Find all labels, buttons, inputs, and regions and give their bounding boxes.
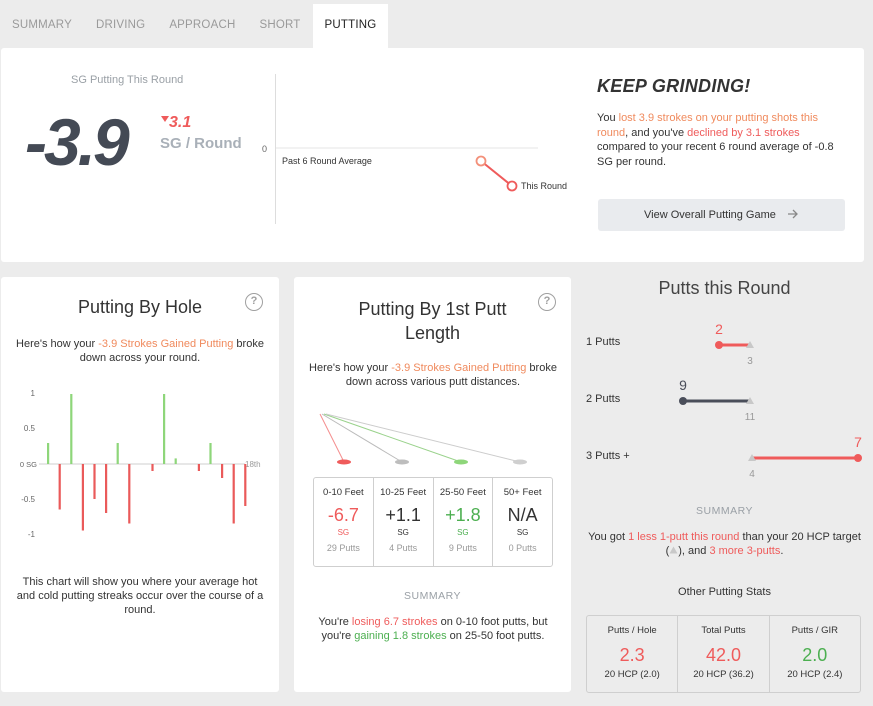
y-tick-1: 1 <box>31 389 36 398</box>
putting-by-hole-card: Putting By Hole ? Here's how your -3.9 S… <box>1 277 279 692</box>
putting-by-length-title: Putting By 1st Putt Length <box>358 299 507 343</box>
hole-bar-6 <box>105 464 108 513</box>
trend-drop-line <box>480 160 513 187</box>
x-end-label: 18th <box>245 460 261 469</box>
length-col-10-25: 10-25 Feet +1.1 SG 4 Putts <box>374 478 434 566</box>
putts-this-round-title: Putts this Round <box>658 278 791 298</box>
length-col-25-50: 25-50 Feet +1.8 SG 9 Putts <box>434 478 494 566</box>
arrow-right-icon <box>787 209 798 219</box>
tab-bar: SUMMARY DRIVING APPROACH SHORT PUTTING <box>0 4 389 48</box>
view-overall-putting-label: View Overall Putting Game <box>644 209 776 221</box>
putting-by-length-intro: Here's how your -3.9 Strokes Gained Putt… <box>309 362 557 388</box>
trend-average-label: Past 6 Round Average <box>282 156 372 166</box>
target-triangle-icon <box>669 546 678 554</box>
tab-short[interactable]: SHORT <box>259 19 301 31</box>
sg-trend-chart: 0 Past 6 Round Average This Round <box>262 144 567 192</box>
putts-comparison-chart: 2 3 9 11 7 4 <box>679 321 862 480</box>
target-triangle-icon <box>746 397 754 404</box>
divider <box>275 74 276 224</box>
target-triangle-icon <box>748 454 756 461</box>
summary-label: SUMMARY <box>696 505 753 517</box>
putts-row-label: 1 Putts <box>586 336 621 348</box>
hole-bar-17 <box>232 464 235 524</box>
trend-zero-label: 0 <box>262 144 267 154</box>
hole-marker <box>454 459 468 465</box>
y-tick--0.5: -0.5 <box>21 495 35 504</box>
tab-summary[interactable]: SUMMARY <box>12 19 72 31</box>
triangle-down-icon <box>161 116 169 122</box>
hole-bar-4 <box>81 464 84 531</box>
hole-bar-3 <box>70 394 73 464</box>
putting-by-length-card: Putting By 1st Putt Length ? Here's how … <box>294 277 571 692</box>
length-summary-text: You're losing 6.7 strokes on 0-10 foot p… <box>318 616 548 642</box>
putts-row-label: 2 Putts <box>586 393 621 405</box>
sg-unit: SG / Round <box>160 135 242 152</box>
help-icon[interactable]: ? <box>245 293 263 311</box>
target-triangle-icon <box>746 341 754 348</box>
putts-value-3: 7 <box>854 434 862 450</box>
putts-summary-text: You got 1 less 1-putt this round than yo… <box>588 531 861 557</box>
hole-bar-8 <box>128 464 131 524</box>
other-stats-label: Other Putting Stats <box>678 586 771 598</box>
putting-by-hole-intro: Here's how your -3.9 Strokes Gained Putt… <box>16 338 264 364</box>
hole-bar-12 <box>174 458 177 464</box>
hole-bar-15 <box>209 443 212 464</box>
hole-bar-5 <box>93 464 96 499</box>
putts-target-1: 3 <box>747 356 753 367</box>
stat-total-putts: Total Putts 42.0 20 HCP (36.2) <box>678 616 770 692</box>
stat-putts-per-gir: Putts / GIR 2.0 20 HCP (2.4) <box>787 625 843 680</box>
y-tick--1: -1 <box>28 530 36 539</box>
view-overall-putting-button[interactable]: View Overall Putting Game <box>598 199 845 231</box>
putts-value-2: 9 <box>679 377 687 393</box>
hole-bar-2 <box>58 464 61 510</box>
help-icon[interactable]: ? <box>538 293 556 311</box>
putts-this-round-panel: Putts this Round 1 Putts 2 Putts 3 Putts… <box>584 272 873 702</box>
tab-driving[interactable]: DRIVING <box>95 19 146 31</box>
trend-round-label: This Round <box>521 181 567 191</box>
hole-bar-1 <box>47 443 50 464</box>
hole-bar-7 <box>116 443 119 464</box>
putt-distance-diagram <box>319 413 527 465</box>
hole-marker <box>337 459 351 465</box>
result-description: You lost 3.9 strokes on your putting sho… <box>597 112 834 168</box>
putting-by-hole-footer: This chart will show you where your aver… <box>16 576 264 616</box>
sg-delta-value: 3.1 <box>169 114 192 131</box>
other-putting-stats-table: Putts / Hole 2.3 20 HCP (2.0) Total Putt… <box>586 615 861 693</box>
y-tick-0: 0 SG <box>20 460 37 469</box>
result-heading: KEEP GRINDING! <box>597 76 751 96</box>
putting-by-hole-title: Putting By Hole <box>77 297 203 317</box>
y-tick-0.5: 0.5 <box>24 424 36 433</box>
putts-value-1: 2 <box>715 321 723 337</box>
putts-target-2: 11 <box>745 412 756 423</box>
trend-average-point <box>475 155 487 167</box>
hole-marker <box>395 459 409 465</box>
sg-delta: 3.1 <box>161 114 191 132</box>
hole-bar-16 <box>221 464 224 478</box>
sg-value: -3.9 <box>25 105 130 179</box>
length-col-0-10: 0-10 Feet -6.7 SG 29 Putts <box>314 478 374 566</box>
sg-putting-overview-card: SG Putting This Round -3.9 3.1 SG / Roun… <box>1 48 864 262</box>
hole-bar-14 <box>197 464 200 471</box>
hole-bar-11 <box>163 394 166 464</box>
stat-putts-per-hole: Putts / Hole 2.3 20 HCP (2.0) <box>587 616 679 692</box>
hole-bar-10 <box>151 464 154 471</box>
tab-approach[interactable]: APPROACH <box>169 19 236 31</box>
putting-by-hole-chart: 1 0.5 0 SG -0.5 -1 18th <box>20 389 261 539</box>
summary-label: SUMMARY <box>404 590 461 602</box>
tab-putting[interactable]: PUTTING <box>312 4 389 48</box>
putt-length-table: 0-10 Feet -6.7 SG 29 Putts 10-25 Feet +1… <box>313 477 553 567</box>
hole-bar-18 <box>244 464 247 506</box>
length-col-50-plus: 50+ Feet N/A SG 0 Putts <box>503 487 542 553</box>
putts-row-label: 3 Putts + <box>586 450 630 462</box>
trend-round-point <box>506 180 518 192</box>
sg-label: SG Putting This Round <box>71 74 184 86</box>
putts-target-3: 4 <box>749 469 755 480</box>
hole-marker <box>513 459 527 465</box>
